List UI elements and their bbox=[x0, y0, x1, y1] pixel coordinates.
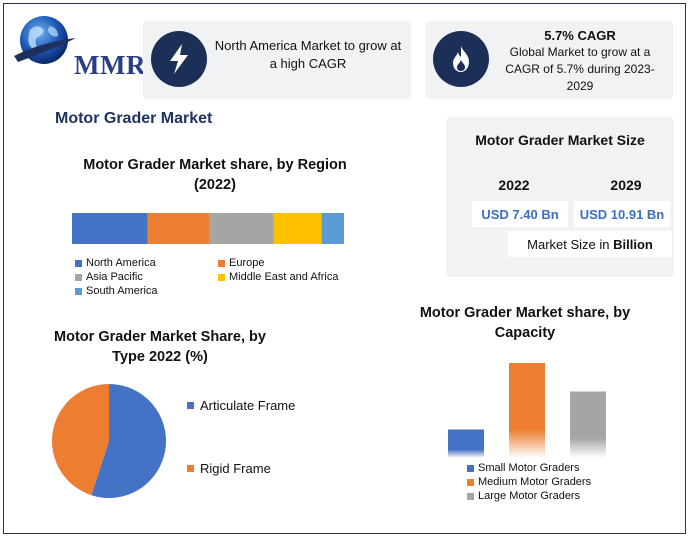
legend-swatch bbox=[75, 273, 82, 281]
region-segment-south-america bbox=[321, 213, 344, 244]
legend-swatch bbox=[467, 464, 474, 472]
legend-label: Asia Pacific bbox=[86, 271, 143, 283]
legend-label: Middle East and Africa bbox=[229, 271, 339, 283]
legend-label: South America bbox=[86, 285, 158, 297]
market-size-unit-prefix: Market Size in bbox=[527, 236, 614, 252]
market-size-card: Motor Grader Market Size 2022 2029 USD 7… bbox=[446, 117, 674, 277]
globe-icon bbox=[14, 16, 76, 64]
capacity-legend-item: Large Motor Graders bbox=[467, 490, 580, 502]
flame-icon bbox=[433, 31, 489, 87]
legend-label: Large Motor Graders bbox=[478, 490, 581, 502]
market-size-unit: Market Size in Billion bbox=[508, 231, 672, 257]
capacity-bar-chart bbox=[448, 363, 606, 458]
capacity-chart-title: Motor Grader Market share, by Capacity bbox=[419, 305, 631, 341]
region-legend-item: North America bbox=[75, 257, 156, 269]
legend-swatch bbox=[218, 259, 225, 267]
global-cagr-text: Global Market to grow at a CAGR of 5.7% … bbox=[505, 45, 655, 93]
pie-slice-articulate-frame bbox=[91, 384, 166, 498]
region-segment-middle-east-and-africa bbox=[273, 213, 322, 244]
capacity-bar-medium-motor-graders bbox=[509, 363, 545, 458]
type-chart-title: Motor Grader Market Share, by Type 2022 … bbox=[54, 329, 266, 365]
region-legend-item: Europe bbox=[218, 257, 264, 269]
type-legend-item: Rigid Frame bbox=[187, 461, 271, 476]
north-america-text: North America Market to grow at a high C… bbox=[214, 38, 402, 71]
legend-swatch bbox=[75, 259, 82, 267]
market-size-unit-bold: Billion bbox=[613, 236, 653, 252]
legend-label: Small Motor Graders bbox=[478, 462, 580, 474]
page-frame bbox=[3, 3, 686, 534]
legend-swatch bbox=[218, 273, 225, 281]
legend-swatch bbox=[467, 492, 474, 500]
region-chart-title: Motor Grader Market share, by Region (20… bbox=[83, 157, 347, 193]
market-size-value-2022: USD 7.40 Bn bbox=[472, 201, 568, 227]
legend-label: North America bbox=[86, 257, 156, 269]
capacity-legend-item: Small Motor Graders bbox=[467, 462, 579, 474]
page-title: Motor Grader Market bbox=[55, 110, 213, 127]
region-stacked-bar bbox=[72, 213, 344, 244]
legend-label: Articulate Frame bbox=[200, 398, 296, 413]
legend-label: Europe bbox=[229, 257, 265, 269]
north-america-card: North America Market to grow at a high C… bbox=[143, 21, 411, 99]
market-size-value-2029: USD 10.91 Bn bbox=[574, 201, 670, 227]
legend-swatch bbox=[75, 287, 82, 295]
market-size-title: Motor Grader Market Size bbox=[475, 132, 645, 148]
region-segment-europe bbox=[147, 213, 210, 244]
logo-text: MMR bbox=[74, 50, 146, 80]
capacity-bar-small-motor-graders bbox=[448, 429, 484, 458]
region-legend-item: Asia Pacific bbox=[75, 271, 143, 283]
legend-label: Medium Motor Graders bbox=[478, 476, 592, 488]
mmr-logo: MMR bbox=[10, 12, 145, 84]
legend-label: Rigid Frame bbox=[200, 461, 271, 476]
global-cagr-title: 5.7% CAGR bbox=[544, 28, 616, 43]
capacity-bar-large-motor-graders bbox=[570, 391, 606, 458]
lightning-bolt-icon bbox=[151, 31, 207, 87]
legend-swatch bbox=[187, 402, 194, 409]
type-pie-chart bbox=[52, 384, 166, 498]
legend-swatch bbox=[467, 478, 474, 486]
legend-swatch bbox=[187, 465, 194, 472]
type-legend-item: Articulate Frame bbox=[187, 398, 295, 413]
market-size-year-2022: 2022 bbox=[498, 177, 530, 193]
market-size-year-2029: 2029 bbox=[610, 177, 642, 193]
region-segment-north-america bbox=[72, 213, 148, 244]
capacity-legend-item: Medium Motor Graders bbox=[467, 476, 591, 488]
region-legend-item: Middle East and Africa bbox=[218, 271, 338, 283]
pie-slice-rigid-frame bbox=[52, 384, 109, 496]
global-cagr-card: 5.7% CAGR Global Market to grow at a CAG… bbox=[425, 21, 673, 99]
region-legend-item: South America bbox=[75, 285, 158, 297]
region-segment-asia-pacific bbox=[209, 213, 274, 244]
